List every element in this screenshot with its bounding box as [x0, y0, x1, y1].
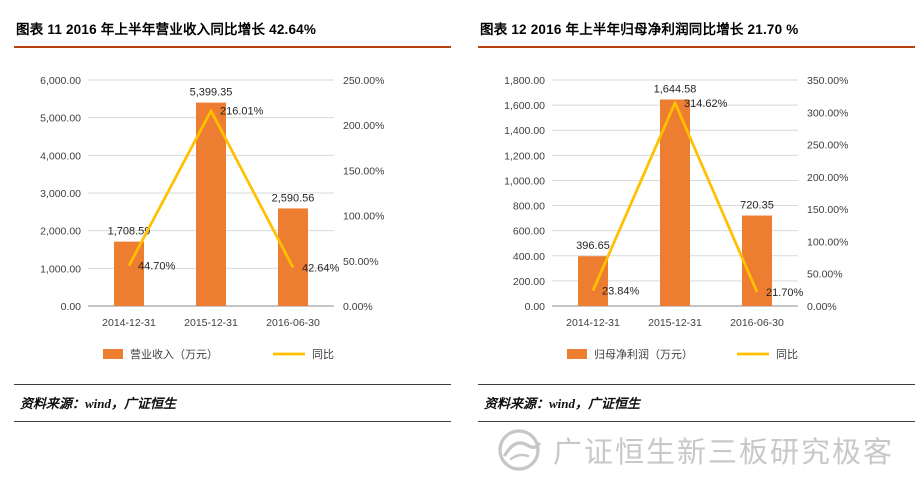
left-axis-tick-label: 3,000.00 [40, 188, 81, 200]
net-profit-combo-chart: 0.00 200.00 400.00 600.00 800.00 1,000.00 1,20… [504, 75, 848, 361]
bar-value-label: 2,590.56 [272, 192, 315, 204]
right-axis-tick-label: 250.00% [343, 75, 384, 87]
bar [196, 102, 226, 306]
right-axis-tick-label: 150.00% [343, 165, 384, 177]
right-axis-tick-label: 100.00% [343, 211, 384, 223]
trend-line [127, 109, 295, 269]
right-axis-tick-label: 0.00% [343, 301, 373, 313]
line-value-label: 216.01% [220, 106, 264, 118]
bar-value-label: 1,644.58 [654, 84, 697, 96]
left-axis-tick-label: 5,000.00 [40, 113, 81, 125]
legend-line-label: 同比 [312, 348, 334, 361]
right-axis-tick-label: 200.00% [807, 172, 848, 184]
line-value-label: 23.84% [602, 286, 640, 298]
line-value-label: 44.70% [138, 261, 176, 273]
bar-value-label: 5,399.35 [190, 87, 233, 99]
bar-value-label: 396.65 [576, 240, 610, 252]
x-axis-label: 2014-12-31 [102, 317, 156, 329]
x-axis-label: 2015-12-31 [648, 317, 702, 329]
right-axis-tick-label: 150.00% [807, 204, 848, 216]
x-axis-label: 2015-12-31 [184, 317, 238, 329]
left-axis-tick-label: 600.00 [513, 226, 545, 238]
right-axis-tick-label: 0.00% [807, 301, 837, 313]
bar [114, 241, 144, 306]
left-axis-tick-label: 800.00 [513, 201, 545, 213]
revenue-chart-panel: 图表 11 2016 年上半年营业收入同比增长 42.64% 0.00 1,000… [14, 12, 451, 436]
line-value-label: 21.70% [766, 287, 804, 299]
legend-bar-label: 归母净利润（万元） [594, 347, 693, 361]
x-axis-label: 2016-06-30 [730, 317, 784, 329]
right-axis-tick-label: 50.00% [343, 256, 379, 268]
company-logo-icon [498, 429, 541, 471]
legend-bar-swatch [103, 349, 123, 359]
chart-title-revenue: 图表 11 2016 年上半年营业收入同比增长 42.64% [14, 12, 451, 48]
right-axis-tick-label: 200.00% [343, 120, 384, 132]
legend-bar-swatch [567, 349, 587, 359]
left-axis-tick-label: 4,000.00 [40, 150, 81, 162]
left-axis-tick-label: 0.00 [61, 301, 82, 313]
trend-line [591, 101, 759, 293]
left-axis-tick-label: 400.00 [513, 251, 545, 263]
left-axis-tick-label: 1,200.00 [504, 150, 545, 162]
line-value-label: 42.64% [302, 262, 340, 274]
legend-bar-label: 营业收入（万元） [130, 347, 218, 361]
bar-value-label: 1,708.59 [108, 226, 151, 238]
left-axis-tick-label: 200.00 [513, 276, 545, 288]
bar [278, 208, 308, 306]
left-axis-tick-label: 1,000.00 [40, 263, 81, 275]
right-axis-tick-label: 350.00% [807, 75, 848, 87]
data-source-note: 资料来源：wind，广证恒生 [14, 384, 451, 422]
left-axis-tick-label: 1,600.00 [504, 100, 545, 112]
left-axis-tick-label: 0.00 [525, 301, 546, 313]
left-axis-tick-label: 1,400.00 [504, 125, 545, 137]
revenue-combo-chart: 0.00 1,000.00 2,000.00 3,000.00 4,000.00 5,00… [40, 75, 384, 361]
left-axis-tick-label: 1,800.00 [504, 75, 545, 87]
bar [660, 99, 690, 306]
x-axis-label: 2016-06-30 [266, 317, 320, 329]
right-axis-tick-label: 300.00% [807, 107, 848, 119]
bar-value-label: 720.35 [740, 200, 774, 212]
right-axis-tick-label: 50.00% [807, 269, 843, 281]
x-axis-label: 2014-12-31 [566, 317, 620, 329]
data-source-note: 资料来源：wind，广证恒生 [478, 384, 915, 422]
legend-line-label: 同比 [776, 348, 798, 361]
watermark-text: 广证恒生新三板研究极客 [553, 437, 895, 469]
line-value-label: 314.62% [684, 98, 728, 110]
watermark: 广证恒生新三板研究极客 [495, 426, 894, 474]
right-axis-tick-label: 250.00% [807, 140, 848, 152]
left-axis-tick-label: 1,000.00 [504, 175, 545, 187]
net-profit-chart-panel: 图表 12 2016 年上半年归母净利润同比增长 21.70 % 0.00 200… [478, 12, 915, 436]
left-axis-tick-label: 6,000.00 [40, 75, 81, 87]
right-axis-tick-label: 100.00% [807, 236, 848, 248]
chart-title-net-profit: 图表 12 2016 年上半年归母净利润同比增长 21.70 % [478, 12, 915, 48]
left-axis-tick-label: 2,000.00 [40, 226, 81, 238]
